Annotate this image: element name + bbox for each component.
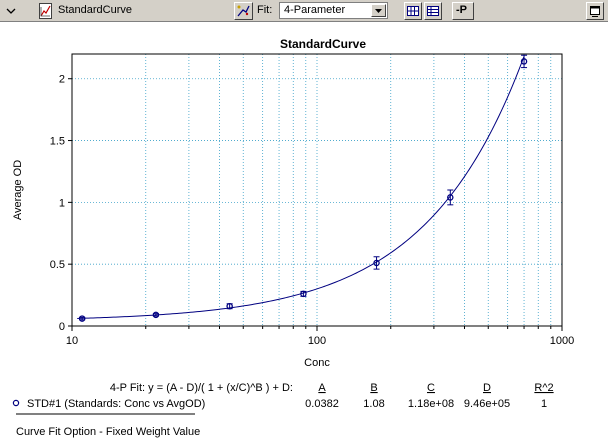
fit-curve bbox=[77, 56, 525, 319]
fit-wizard-icon bbox=[237, 5, 250, 17]
y-tick-label: 0 bbox=[59, 321, 65, 333]
fit-parameter-header: C bbox=[427, 382, 435, 394]
fit-equation: 4-P Fit: y = (A - D)/( 1 + (x/C)^B ) + D… bbox=[110, 382, 293, 394]
fit-parameter-header: D bbox=[483, 382, 491, 394]
toolbar: StandardCurve Fit: 4-Parameter -P bbox=[0, 0, 608, 22]
data-point bbox=[152, 311, 160, 319]
dropdown-arrow-icon bbox=[375, 9, 382, 13]
fit-parameter-values: 0.0382 1.08 1.18e+08 9.46e+05 1 bbox=[305, 398, 547, 410]
table-view-icon bbox=[427, 6, 439, 16]
fit-parameter-value: 1.08 bbox=[363, 398, 384, 410]
collapse-chevron-icon[interactable] bbox=[6, 6, 16, 16]
fit-parameter-header: A bbox=[318, 382, 326, 394]
data-point bbox=[373, 259, 380, 267]
fit-parameter-value: 0.0382 bbox=[305, 398, 339, 410]
grid-view-icon bbox=[407, 6, 419, 16]
window-button[interactable] bbox=[586, 2, 604, 20]
data-point bbox=[447, 194, 454, 201]
series-marker-icon bbox=[12, 399, 20, 407]
y-tick-label: 1 bbox=[59, 197, 65, 209]
data-points bbox=[78, 54, 528, 322]
reduce-parameters-label: -P bbox=[456, 4, 467, 16]
axis-ticks: 0 0.5 1 1.5 2 10 100 1000 bbox=[50, 74, 575, 347]
y-tick-label: 0.5 bbox=[50, 259, 65, 271]
reduce-parameters-button[interactable]: -P bbox=[452, 2, 474, 20]
y-tick-label: 2 bbox=[59, 74, 65, 86]
grid-lines bbox=[72, 54, 562, 326]
x-tick-label: 10 bbox=[66, 335, 78, 347]
fit-label: Fit: bbox=[257, 4, 273, 16]
fit-dropdown-button[interactable] bbox=[371, 4, 386, 17]
fit-parameter-value: 1 bbox=[541, 398, 547, 410]
y-axis-label: Average OD bbox=[12, 160, 24, 220]
series-label[interactable]: STD#1 (Standards: Conc vs AvgOD) bbox=[27, 398, 205, 410]
standard-curve-chart: StandardCurve 0 0.5 1 1.5 2 10 100 1000 Conc Av… bbox=[12, 37, 575, 438]
x-tick-label: 100 bbox=[308, 335, 326, 347]
fit-type-select[interactable]: 4-Parameter bbox=[279, 2, 388, 19]
data-point bbox=[78, 315, 86, 322]
window-icon bbox=[590, 6, 600, 17]
table-view-button[interactable] bbox=[424, 2, 442, 20]
x-tick-label: 1000 bbox=[550, 335, 574, 347]
fit-wizard-button[interactable] bbox=[234, 2, 253, 20]
curve-fit-option-note: Curve Fit Option - Fixed Weight Value bbox=[16, 426, 200, 438]
data-point bbox=[226, 302, 233, 310]
fit-parameter-value: 9.46e+05 bbox=[464, 398, 510, 410]
fit-parameter-header: R^2 bbox=[534, 382, 553, 394]
data-point bbox=[520, 58, 528, 65]
y-tick-label: 1.5 bbox=[50, 136, 65, 148]
chart-title: StandardCurve bbox=[280, 37, 366, 51]
data-point bbox=[300, 290, 307, 298]
x-axis-label: Conc bbox=[304, 357, 330, 369]
grid-view-button[interactable] bbox=[404, 2, 422, 20]
fit-parameter-value: 1.18e+08 bbox=[408, 398, 454, 410]
fit-parameter-header: B bbox=[370, 382, 377, 394]
fit-type-value: 4-Parameter bbox=[284, 4, 346, 16]
graph-doc-icon bbox=[39, 3, 52, 19]
section-title: StandardCurve bbox=[58, 4, 132, 16]
fit-parameter-headers: A B C D R^2 bbox=[318, 382, 553, 394]
